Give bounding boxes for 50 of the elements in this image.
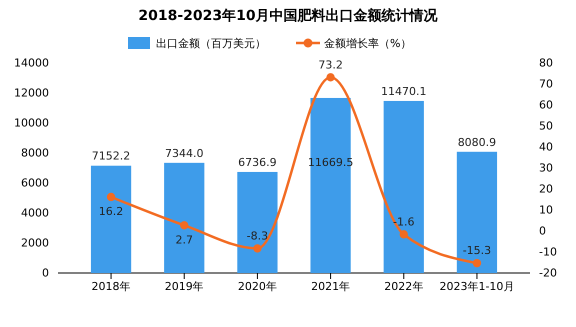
chart-title: 2018-2023年10月中国肥料出口金额统计情况 bbox=[138, 7, 439, 24]
y2-tick-label: 40 bbox=[539, 140, 553, 154]
data-label: -15.3 bbox=[462, 244, 492, 258]
y2-tick-label: 50 bbox=[539, 120, 553, 133]
bar bbox=[310, 98, 351, 273]
bar bbox=[237, 172, 278, 273]
data-label: -8.3 bbox=[246, 229, 268, 242]
y-tick-label: 6000 bbox=[21, 176, 49, 190]
y-tick-label: 0 bbox=[42, 266, 49, 280]
y2-tick-label: -10 bbox=[539, 246, 557, 259]
bar bbox=[90, 166, 132, 273]
point bbox=[253, 244, 262, 253]
bar bbox=[456, 152, 498, 273]
legend-label: 金额增长率（%） bbox=[324, 37, 412, 50]
x-tick-label: 2019年 bbox=[164, 280, 204, 293]
bar bbox=[384, 100, 424, 273]
legend-label: 出口金额（百万美元） bbox=[156, 37, 266, 50]
point bbox=[472, 258, 482, 268]
data-label: 7152.2 bbox=[92, 150, 130, 163]
data-label: 8080.9 bbox=[458, 136, 496, 149]
y-tick-label: 4000 bbox=[21, 206, 49, 220]
x-tick-label: 2023年1-10月 bbox=[439, 280, 514, 293]
y-tick-label: 12000 bbox=[14, 86, 49, 100]
y-tick-label: 10000 bbox=[14, 116, 49, 130]
y-tick-label: 2000 bbox=[21, 236, 49, 250]
data-label: 7344.0 bbox=[164, 146, 204, 160]
point bbox=[106, 192, 116, 202]
x-tick-label: 2022年 bbox=[384, 280, 424, 293]
y2-tick-label: 10 bbox=[539, 204, 553, 217]
y2-tick-label: 70 bbox=[539, 78, 553, 91]
x-tick-label: 2020年 bbox=[238, 280, 277, 293]
data-label: 6736.9 bbox=[238, 156, 277, 169]
point bbox=[400, 230, 408, 239]
x-tick-label: 2018年 bbox=[92, 280, 131, 293]
x-tick-label: 2021年 bbox=[311, 280, 350, 293]
data-label: 16.2 bbox=[98, 204, 124, 218]
y2-tick-label: 0 bbox=[539, 224, 546, 238]
y2-tick-label: 80 bbox=[539, 56, 553, 70]
point bbox=[326, 73, 335, 82]
y2-tick-label: 30 bbox=[539, 162, 553, 175]
data-label: 73.2 bbox=[318, 58, 343, 72]
data-label: 2.7 bbox=[175, 233, 193, 246]
y-tick-label: 8000 bbox=[21, 146, 49, 160]
y-tick-label: 14000 bbox=[14, 56, 49, 70]
y2-tick-label: -20 bbox=[539, 266, 557, 280]
bar bbox=[164, 162, 204, 273]
data-label: 11470.1 bbox=[381, 84, 427, 98]
y2-tick-label: 20 bbox=[539, 182, 553, 196]
y2-tick-label: 60 bbox=[539, 98, 553, 112]
point bbox=[180, 221, 188, 230]
